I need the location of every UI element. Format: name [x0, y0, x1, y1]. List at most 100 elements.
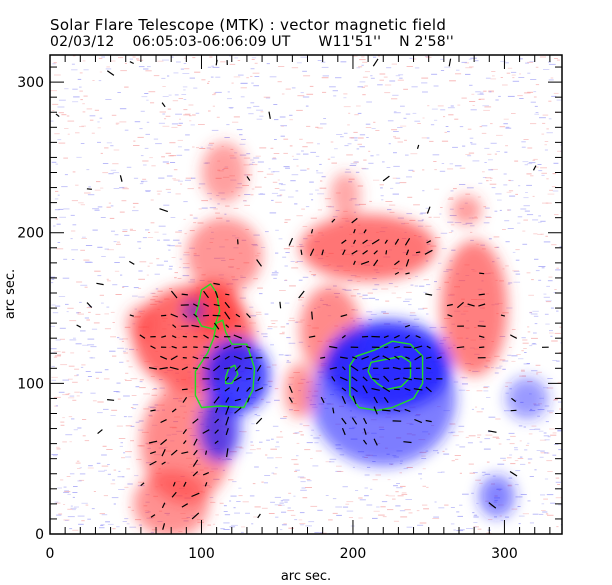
region-positive-foot	[133, 470, 210, 534]
field-vector	[341, 387, 347, 392]
field-vector	[279, 301, 282, 309]
noise-speck	[429, 327, 437, 329]
noise-speck	[521, 370, 525, 372]
noise-speck	[97, 412, 103, 414]
region-positive-blob-1	[201, 142, 247, 203]
field-vector	[373, 438, 378, 446]
noise-speck	[507, 283, 511, 285]
noise-speck	[167, 108, 172, 110]
noise-speck	[124, 129, 129, 131]
noise-speck	[398, 74, 404, 76]
noise-speck	[83, 259, 90, 261]
noise-speck	[64, 491, 71, 493]
noise-speck	[255, 311, 262, 313]
noise-speck	[76, 156, 82, 158]
noise-speck	[457, 515, 463, 517]
noise-speck	[275, 201, 282, 203]
field-vector	[213, 282, 220, 286]
noise-speck	[554, 332, 561, 334]
noise-speck	[302, 497, 308, 499]
noise-speck	[239, 447, 244, 449]
noise-speck	[512, 80, 520, 82]
noise-speck	[118, 470, 121, 472]
noise-speck	[99, 294, 104, 296]
noise-speck	[448, 232, 453, 233]
noise-speck	[296, 442, 300, 444]
noise-speck	[437, 105, 444, 107]
noise-speck	[57, 242, 61, 243]
noise-speck	[401, 493, 408, 495]
noise-speck	[51, 379, 57, 381]
field-vector	[416, 144, 420, 149]
field-vector	[394, 260, 400, 266]
noise-speck	[454, 165, 462, 167]
noise-speck	[75, 184, 79, 186]
noise-speck	[409, 312, 416, 314]
noise-speck	[258, 193, 266, 195]
noise-speck	[194, 71, 201, 73]
noise-speck	[490, 78, 497, 80]
noise-speck	[509, 195, 516, 197]
noise-speck	[535, 364, 541, 366]
noise-speck	[450, 105, 454, 107]
noise-speck	[445, 448, 448, 450]
noise-speck	[378, 55, 380, 57]
noise-speck	[483, 109, 490, 111]
noise-speck	[138, 66, 145, 68]
noise-speck	[479, 126, 483, 128]
noise-speck	[478, 182, 483, 184]
noise-speck	[171, 123, 179, 125]
noise-speck	[280, 500, 283, 502]
noise-speck	[497, 463, 505, 465]
noise-speck	[465, 67, 473, 69]
noise-speck	[467, 155, 472, 157]
noise-speck	[530, 101, 536, 103]
noise-speck	[426, 284, 431, 286]
noise-speck	[187, 188, 194, 190]
noise-speck	[72, 88, 78, 90]
noise-speck	[474, 526, 477, 528]
noise-speck	[364, 71, 370, 73]
noise-speck	[537, 164, 542, 165]
noise-speck	[122, 286, 129, 287]
noise-speck	[364, 474, 370, 476]
noise-speck	[102, 445, 107, 447]
noise-speck	[171, 257, 176, 258]
noise-speck	[70, 214, 75, 216]
noise-speck	[259, 115, 264, 117]
noise-speck	[355, 490, 359, 491]
noise-speck	[261, 507, 268, 509]
noise-speck	[130, 440, 134, 442]
noise-speck	[143, 393, 150, 395]
noise-speck	[264, 313, 269, 315]
noise-speck	[543, 432, 547, 434]
field-vector	[255, 417, 263, 425]
noise-speck	[479, 441, 483, 443]
noise-speck	[432, 154, 440, 156]
noise-speck	[331, 218, 336, 220]
noise-speck	[233, 116, 240, 118]
noise-speck	[552, 432, 557, 434]
noise-speck	[50, 276, 56, 278]
noise-speck	[87, 194, 95, 196]
noise-speck	[80, 99, 83, 101]
field-vector	[341, 395, 347, 404]
noise-speck	[81, 502, 88, 504]
noise-speck	[507, 228, 514, 229]
field-vector	[446, 303, 453, 307]
noise-speck	[101, 302, 104, 304]
noise-speck	[274, 119, 279, 121]
noise-speck	[127, 506, 131, 508]
noise-speck	[547, 410, 554, 412]
noise-speck	[410, 153, 418, 155]
field-vector	[257, 513, 261, 519]
noise-speck	[535, 84, 540, 86]
noise-speck	[414, 67, 420, 69]
noise-speck	[481, 132, 487, 134]
noise-speck	[77, 427, 82, 429]
noise-speck	[153, 75, 160, 77]
noise-speck	[426, 313, 429, 315]
noise-speck	[393, 520, 400, 522]
noise-speck	[70, 352, 75, 354]
noise-speck	[94, 189, 101, 191]
